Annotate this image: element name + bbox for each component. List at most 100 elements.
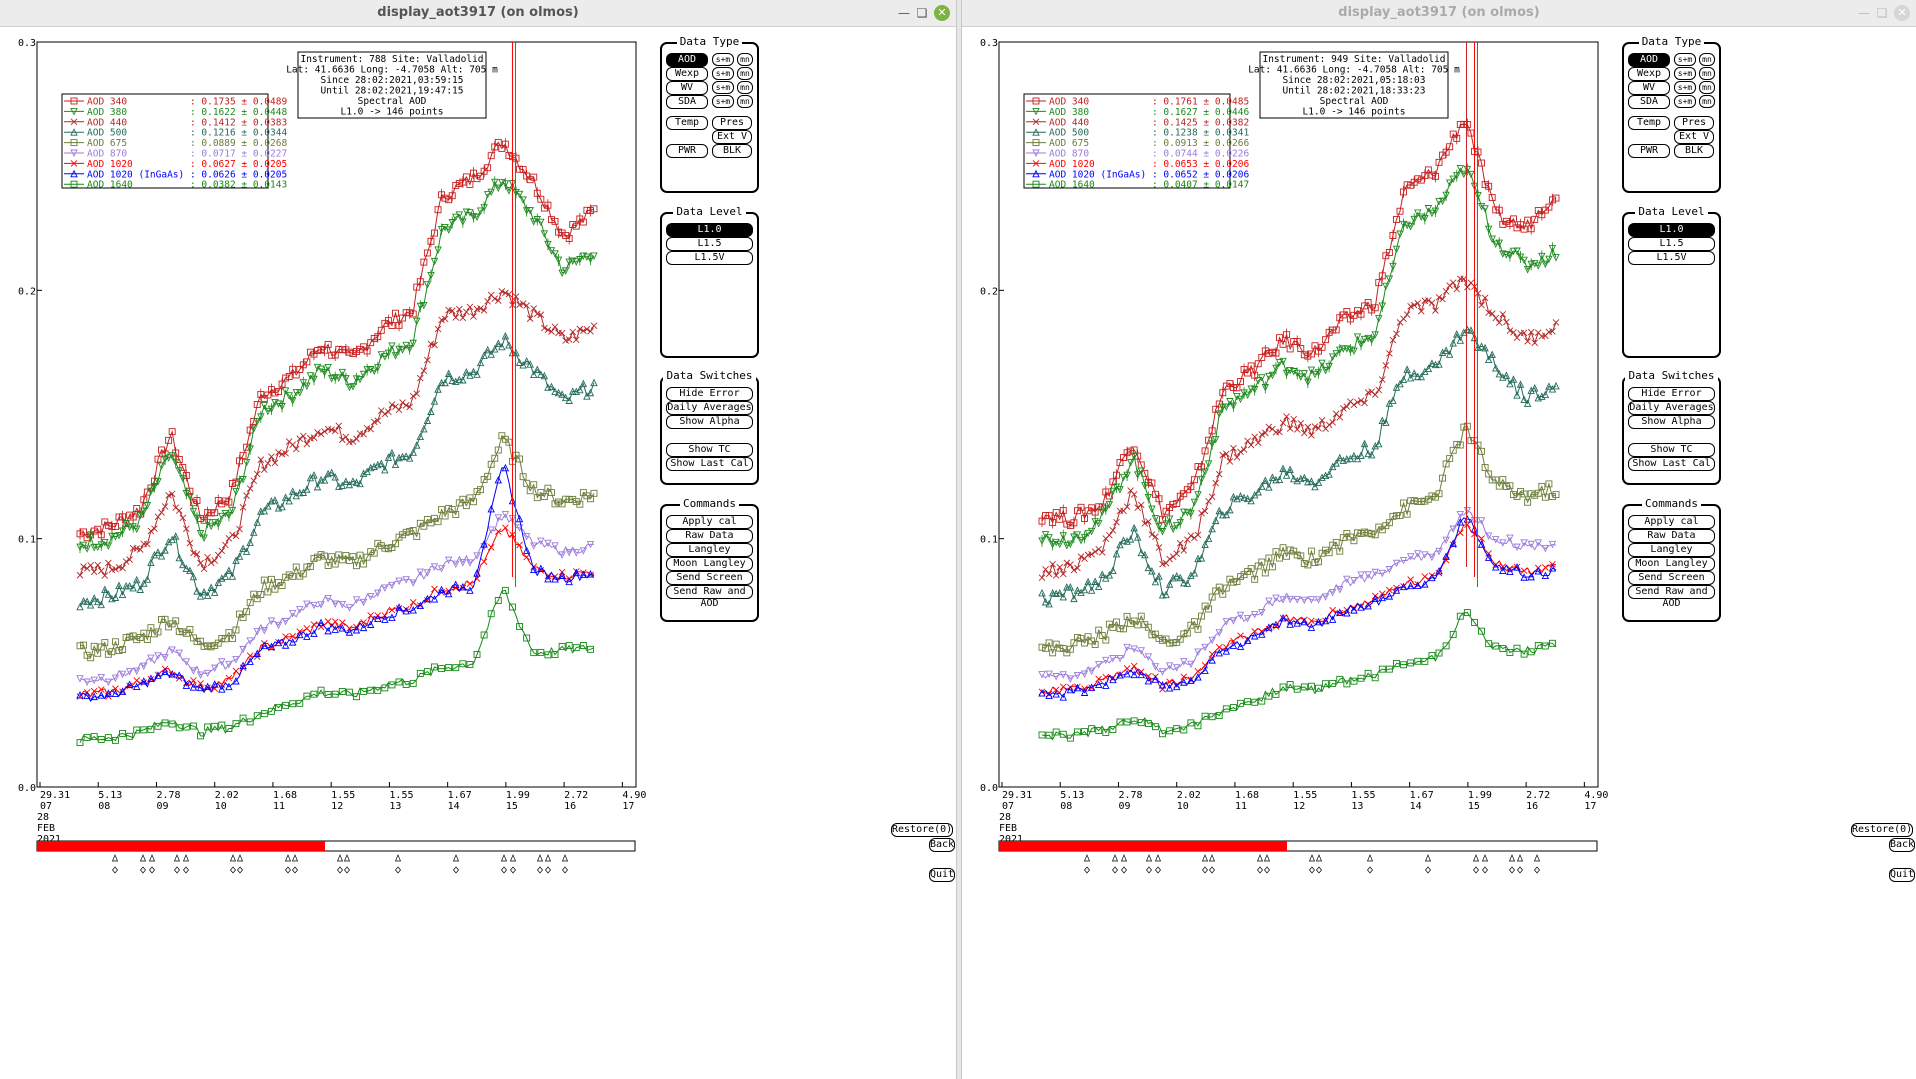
data-point <box>1527 490 1535 498</box>
minimize-icon[interactable]: — <box>898 6 910 20</box>
switch-daily-averages[interactable]: Daily Averages <box>666 401 753 415</box>
data-point <box>1258 558 1266 566</box>
command-send-raw-and-aod[interactable]: Send Raw and AOD <box>666 585 753 609</box>
pwr-button[interactable]: PWR <box>1628 144 1670 158</box>
data-point <box>402 309 410 317</box>
blk-button[interactable]: BLK <box>1674 144 1714 158</box>
blk-button[interactable]: BLK <box>712 144 752 158</box>
command-apply-cal[interactable]: Apply cal <box>666 515 753 529</box>
level-l1-5v[interactable]: L1.5V <box>1628 251 1715 265</box>
legend-label: AOD 1020 : 0.0627 ± 0.0205 <box>87 159 287 170</box>
data-point <box>1481 464 1489 471</box>
plot-svg[interactable]: 0.00.10.20.329.31075.13082.78092.02101.6… <box>962 27 1916 1079</box>
back-button[interactable]: Back <box>929 838 955 852</box>
command-send-screen[interactable]: Send Screen <box>1628 571 1715 585</box>
ext-v-button[interactable]: Ext V <box>712 130 752 144</box>
close-icon[interactable]: ✕ <box>934 5 950 21</box>
switch-show-alpha[interactable]: Show Alpha <box>1628 415 1715 429</box>
level-l1-0[interactable]: L1.0 <box>666 223 753 237</box>
level-l1-5[interactable]: L1.5 <box>1628 237 1715 251</box>
switch-show-tc[interactable]: Show TC <box>1628 443 1715 457</box>
mean-button[interactable]: mn <box>737 81 753 94</box>
data-point <box>289 633 297 640</box>
data-type-wv[interactable]: WV <box>1628 81 1670 95</box>
data-point <box>427 519 435 527</box>
command-raw-data[interactable]: Raw Data <box>1628 529 1715 543</box>
data-point <box>1378 376 1386 383</box>
temp-button[interactable]: Temp <box>666 116 708 130</box>
command-apply-cal[interactable]: Apply cal <box>1628 515 1715 529</box>
sum-mode-button[interactable]: s+m <box>712 53 734 66</box>
mean-button[interactable]: mn <box>1699 81 1715 94</box>
command-langley[interactable]: Langley <box>666 543 753 557</box>
sum-mode-button[interactable]: s+m <box>1674 81 1696 94</box>
sum-mode-button[interactable]: s+m <box>712 67 734 80</box>
command-moon-langley[interactable]: Moon Langley <box>666 557 753 571</box>
command-send-raw-and-aod[interactable]: Send Raw and AOD <box>1628 585 1715 609</box>
data-point <box>569 387 577 395</box>
data-type-sda[interactable]: SDA <box>666 95 708 109</box>
mean-button[interactable]: mn <box>1699 53 1715 66</box>
right-title-bar[interactable]: display_aot3917 (on olmos) — ❏ ✕ <box>962 0 1916 27</box>
switch-show-last-cal[interactable]: Show Last Cal <box>1628 457 1715 471</box>
ext-v-button[interactable]: Ext V <box>1674 130 1714 144</box>
command-moon-langley[interactable]: Moon Langley <box>1628 557 1715 571</box>
plot-svg[interactable]: 0.00.10.20.329.31075.13082.78092.02101.6… <box>0 27 957 1079</box>
close-icon[interactable]: ✕ <box>1894 5 1910 21</box>
left-title-bar[interactable]: display_aot3917 (on olmos) — ❏ ✕ <box>0 0 956 27</box>
mean-button[interactable]: mn <box>737 53 753 66</box>
data-point <box>1382 282 1390 291</box>
data-type-wv[interactable]: WV <box>666 81 708 95</box>
back-button[interactable]: Back <box>1889 838 1915 852</box>
switch-show-alpha[interactable]: Show Alpha <box>666 415 753 429</box>
data-point <box>1425 297 1432 304</box>
mean-button[interactable]: mn <box>737 95 753 108</box>
sum-mode-button[interactable]: s+m <box>1674 53 1696 66</box>
level-l1-5v[interactable]: L1.5V <box>666 251 753 265</box>
mean-button[interactable]: mn <box>737 67 753 80</box>
sum-mode-button[interactable]: s+m <box>1674 67 1696 80</box>
sum-mode-button[interactable]: s+m <box>712 95 734 108</box>
data-type-aod[interactable]: AOD <box>666 53 708 67</box>
maximize-icon[interactable]: ❏ <box>1876 6 1888 20</box>
switch-show-last-cal[interactable]: Show Last Cal <box>666 457 753 471</box>
quit-button[interactable]: Quit <box>929 868 955 882</box>
data-type-aod[interactable]: AOD <box>1628 53 1670 67</box>
switch-hide-error-bars[interactable]: Hide Error Bars <box>666 387 753 411</box>
data-point <box>136 512 144 520</box>
switch-hide-error-bars[interactable]: Hide Error Bars <box>1628 387 1715 411</box>
level-l1-0[interactable]: L1.0 <box>1628 223 1715 237</box>
switch-show-tc[interactable]: Show TC <box>666 443 753 457</box>
x-tick-hour: 08 <box>98 801 110 812</box>
data-point <box>1087 683 1096 691</box>
switch-daily-averages[interactable]: Daily Averages <box>1628 401 1715 415</box>
data-type-wexp[interactable]: Wexp <box>666 67 708 81</box>
data-point <box>501 510 510 519</box>
restore-button[interactable]: Restore(0) <box>891 823 953 837</box>
data-type-wexp[interactable]: Wexp <box>1628 67 1670 81</box>
data-point <box>1357 674 1365 682</box>
data-point <box>388 581 396 590</box>
command-langley[interactable]: Langley <box>1628 543 1715 557</box>
minimize-icon[interactable]: — <box>1858 6 1870 20</box>
sum-mode-button[interactable]: s+m <box>712 81 734 94</box>
mean-button[interactable]: mn <box>1699 67 1715 80</box>
data-point <box>310 555 318 563</box>
data-point <box>1123 537 1131 545</box>
pres-button[interactable]: Pres <box>1674 116 1714 130</box>
mean-button[interactable]: mn <box>1699 95 1715 108</box>
level-l1-5[interactable]: L1.5 <box>666 237 753 251</box>
pwr-button[interactable]: PWR <box>666 144 708 158</box>
data-point <box>1137 467 1145 476</box>
data-point <box>296 699 304 707</box>
maximize-icon[interactable]: ❏ <box>916 6 928 20</box>
command-send-screen[interactable]: Send Screen <box>666 571 753 585</box>
data-type-sda[interactable]: SDA <box>1628 95 1670 109</box>
quit-button[interactable]: Quit <box>1889 868 1915 882</box>
restore-button[interactable]: Restore(0) <box>1851 823 1913 837</box>
sum-mode-button[interactable]: s+m <box>1674 95 1696 108</box>
pres-button[interactable]: Pres <box>712 116 752 130</box>
data-point <box>1382 362 1390 369</box>
temp-button[interactable]: Temp <box>1628 116 1670 130</box>
command-raw-data[interactable]: Raw Data <box>666 529 753 543</box>
